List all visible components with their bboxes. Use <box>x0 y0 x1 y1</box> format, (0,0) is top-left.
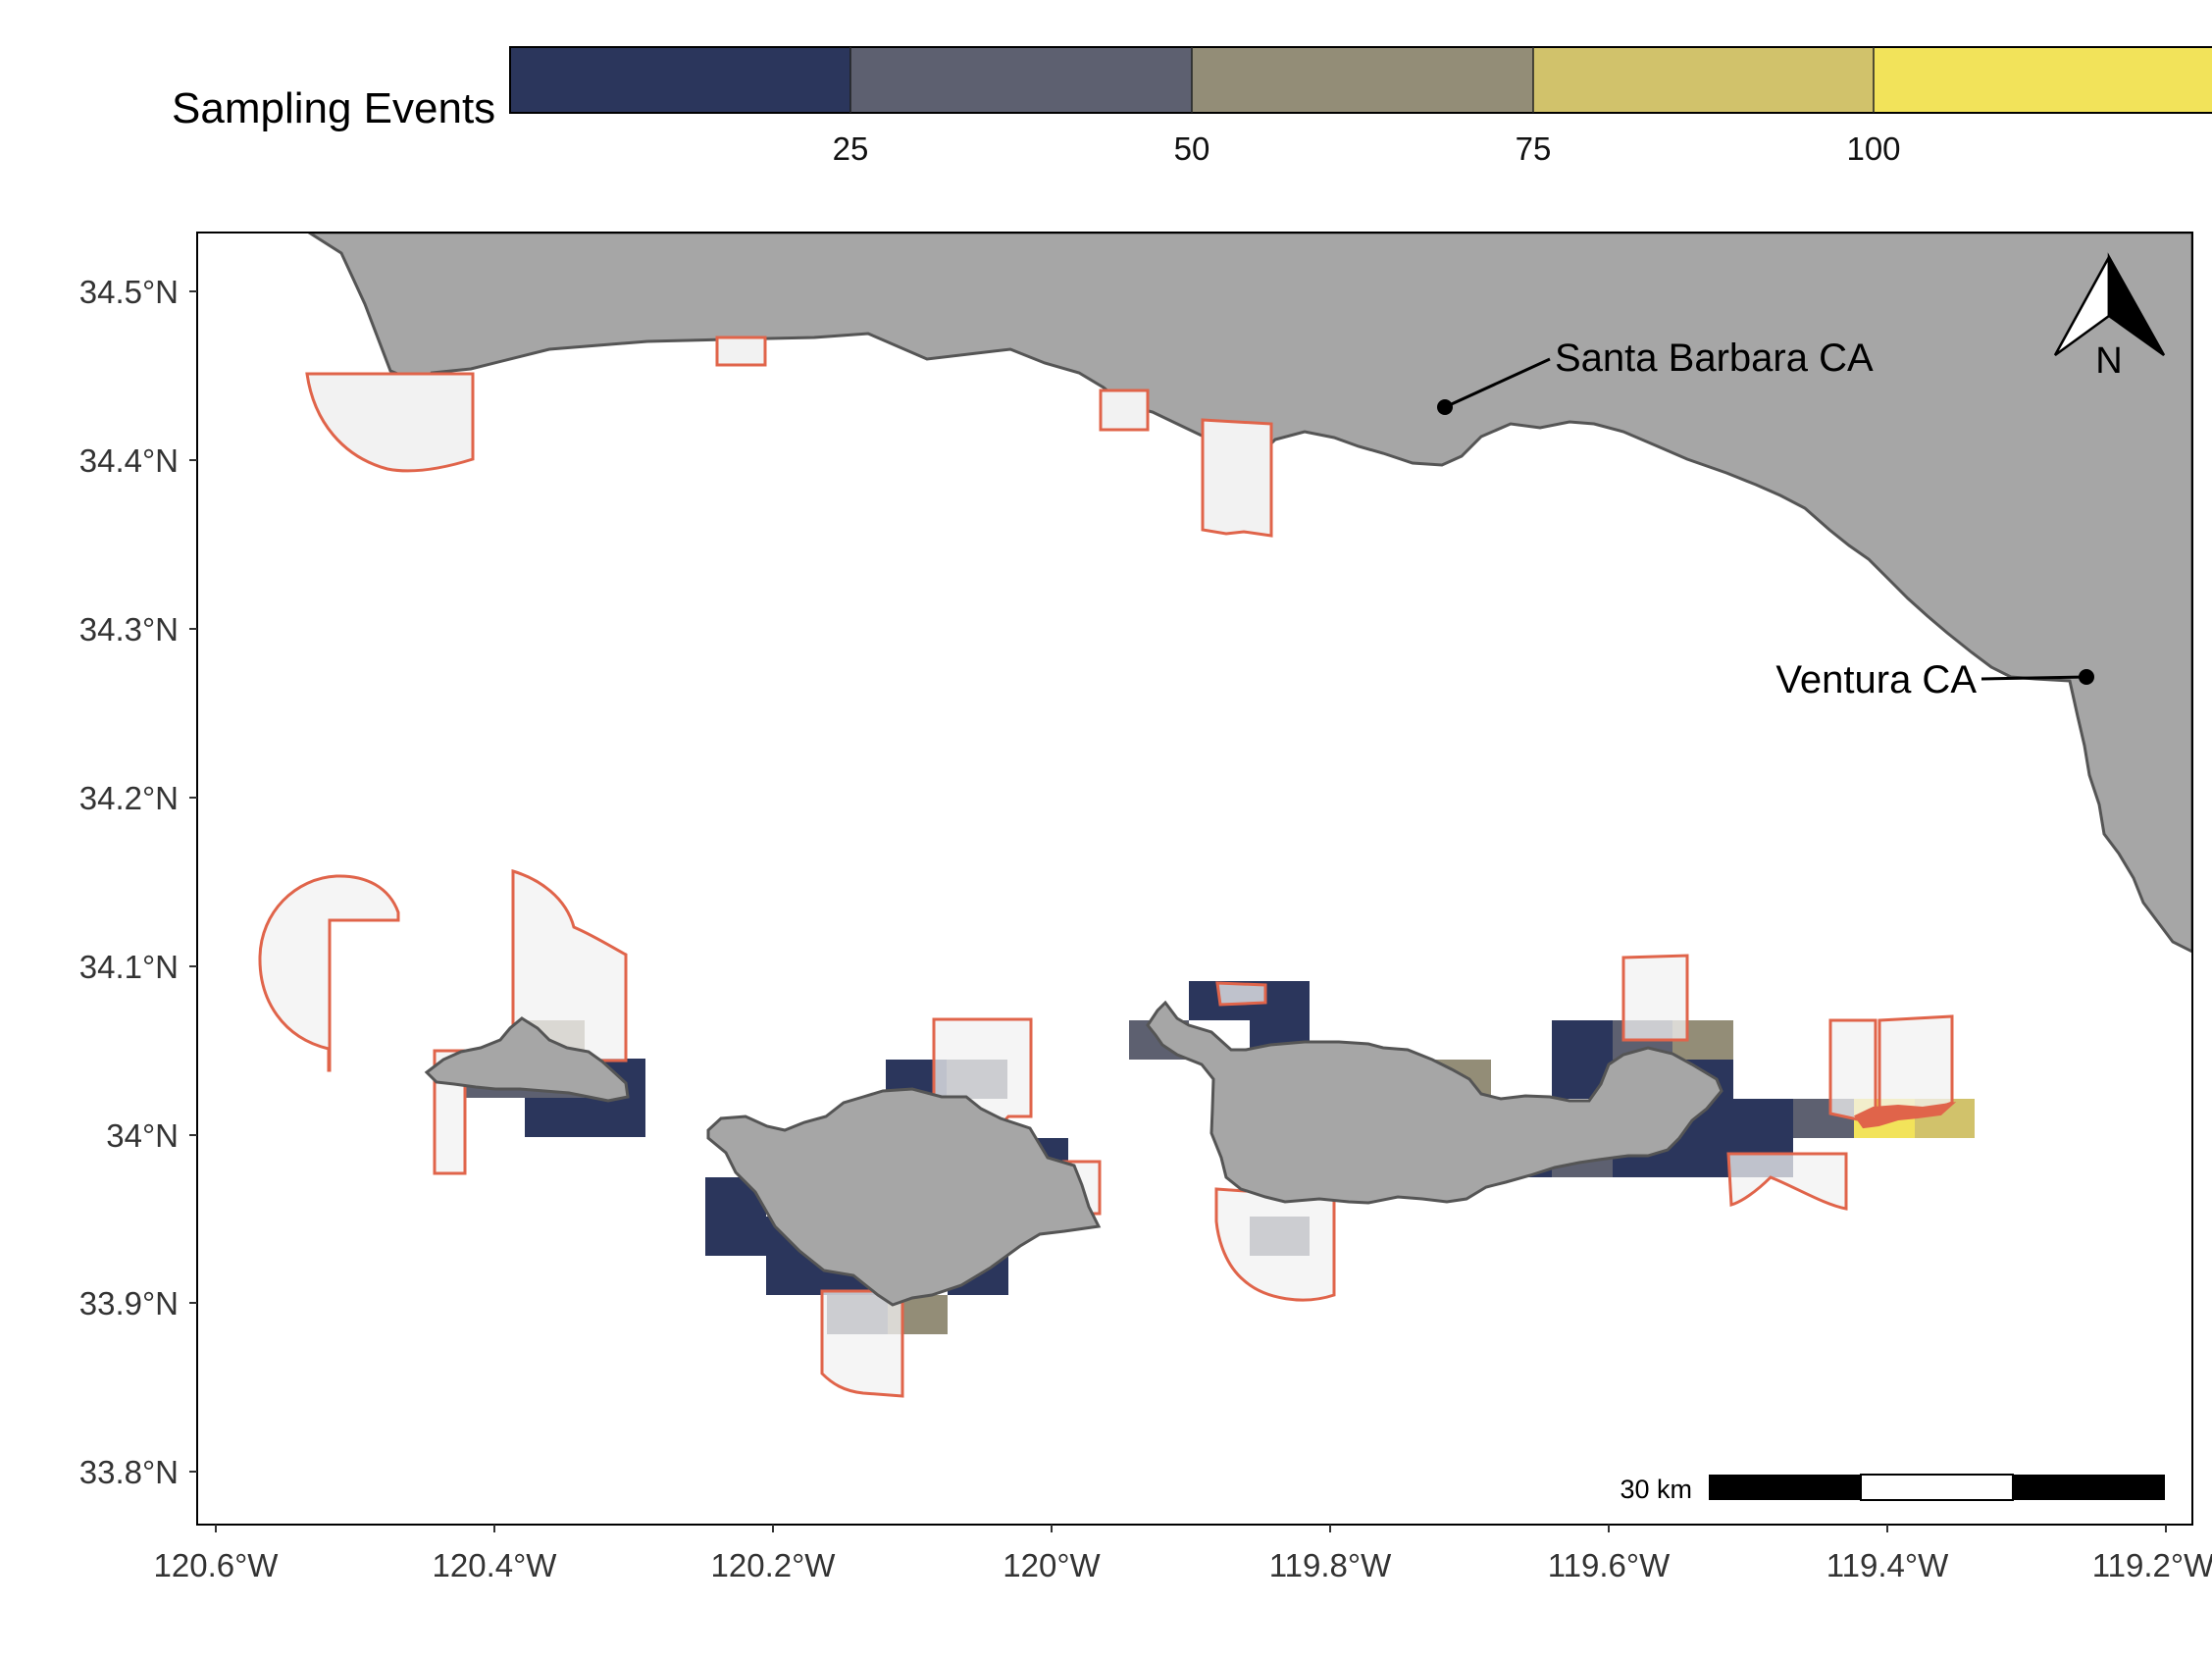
colorbar-segment-5 <box>1874 47 2212 113</box>
lat-label: 34.5°N <box>79 274 179 310</box>
mpa-polygon <box>820 1289 904 1398</box>
island-san-miguel <box>424 1016 630 1103</box>
mpa-polygon <box>715 336 767 367</box>
city-santa-barbara: Santa Barbara CA <box>1437 337 1874 415</box>
sampling-cell <box>705 1217 766 1256</box>
city-label-ventura: Ventura CA <box>1775 658 1977 701</box>
sampling-cell <box>1672 1138 1733 1177</box>
sampling-cell <box>585 1098 645 1137</box>
mpa-polygon <box>258 874 400 1072</box>
sampling-cell <box>1552 1020 1613 1060</box>
mpa-polygon <box>1726 1152 1848 1211</box>
scale-bar: 30 km <box>1620 1474 2165 1504</box>
legend-title: Sampling Events <box>172 84 496 132</box>
lat-label: 34.1°N <box>79 949 179 985</box>
sampling-cell <box>1733 1099 1793 1138</box>
lon-label: 119.6°W <box>1548 1547 1671 1583</box>
lon-label: 119.2°W <box>2092 1547 2212 1583</box>
mpa-polygon <box>1828 1018 1878 1125</box>
y-axis: 34.5°N 34.4°N 34.3°N 34.2°N 34.1°N 34°N … <box>79 274 197 1490</box>
mpa-polygon <box>1099 389 1150 432</box>
colorbar-segment-4 <box>1533 47 1874 113</box>
lon-label: 120°W <box>1003 1547 1101 1583</box>
scale-label: 30 km <box>1620 1475 1692 1504</box>
city-label-santa-barbara: Santa Barbara CA <box>1555 337 1874 380</box>
mpa-polygon <box>1201 418 1273 538</box>
lat-label: 34.4°N <box>79 442 179 479</box>
lon-label: 119.8°W <box>1269 1547 1392 1583</box>
mpa-polygon <box>305 372 475 473</box>
colorbar-tick: 50 <box>1173 130 1210 167</box>
lat-label: 34°N <box>106 1117 179 1154</box>
colorbar-segment-2 <box>850 47 1192 113</box>
north-label: N <box>2095 340 2122 382</box>
lon-label: 119.4°W <box>1826 1547 1949 1583</box>
colorbar <box>509 46 2212 114</box>
lat-label: 33.9°N <box>79 1285 179 1322</box>
lat-label: 34.2°N <box>79 780 179 816</box>
colorbar-tick: 75 <box>1515 130 1552 167</box>
mpa-polygon <box>1215 981 1267 1007</box>
colorbar-tick: 25 <box>832 130 869 167</box>
colorbar-tick: 100 <box>1846 130 1901 167</box>
lon-label: 120.4°W <box>433 1547 558 1583</box>
lon-label: 120.6°W <box>154 1547 280 1583</box>
island-santa-rosa <box>706 1087 1102 1307</box>
sampling-cell <box>525 1098 585 1137</box>
city-ventura: Ventura CA <box>1775 658 2094 701</box>
x-axis: 120.6°W 120.4°W 120.2°W 120°W 119.8°W 11… <box>154 1525 2212 1583</box>
mpa-polygon <box>1621 954 1689 1042</box>
colorbar-segment-3 <box>1192 47 1533 113</box>
north-arrow: N <box>2053 252 2166 382</box>
mpa-polygon <box>511 868 628 1063</box>
mainland <box>306 233 2192 954</box>
lon-label: 120.2°W <box>711 1547 837 1583</box>
colorbar-segment-1 <box>510 47 850 113</box>
island-santa-cruz <box>1146 1000 1723 1205</box>
lat-label: 34.3°N <box>79 611 179 648</box>
island-anacapa <box>1853 1102 1957 1129</box>
mpa-polygon <box>1214 1187 1336 1302</box>
lat-label: 33.8°N <box>79 1454 179 1490</box>
